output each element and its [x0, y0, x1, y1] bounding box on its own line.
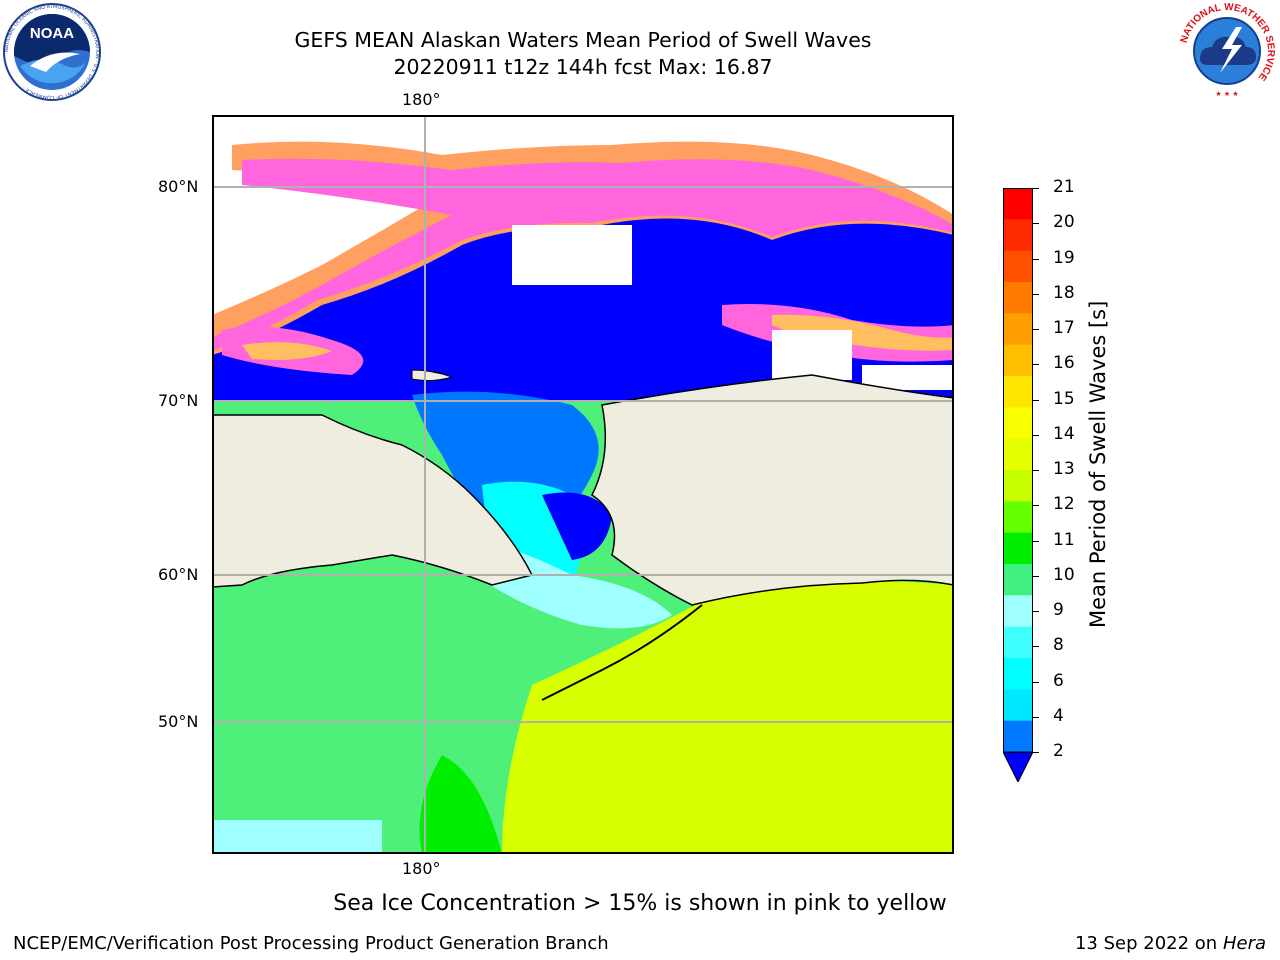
- colorbar-tick-mark: [1033, 258, 1039, 260]
- colorbar-tick-label: 21: [1053, 177, 1075, 197]
- chukotka-land: [211, 414, 534, 588]
- colorbar-tick-mark: [1033, 329, 1039, 330]
- colorbar-tick-mark: [1033, 575, 1039, 577]
- colorbar-tick-mark: [1033, 611, 1039, 612]
- date-text: 13 Sep 2022 on: [1074, 933, 1218, 954]
- colorbar-tick-mark: [1033, 505, 1039, 507]
- colorbar-segment: [1003, 219, 1033, 252]
- colorbar-tick-label: 14: [1053, 423, 1075, 444]
- colorbar-segment: [1003, 250, 1033, 283]
- colorbar-tick-label: 12: [1053, 494, 1075, 515]
- svg-text:★ ★ ★: ★ ★ ★: [1215, 90, 1238, 98]
- machine-name: Hera: [1222, 933, 1266, 954]
- lon-label-top: 180°: [402, 90, 441, 109]
- colorbar-tick-label: 4: [1053, 705, 1064, 726]
- gulf-of-alaska-swell-area: [502, 580, 954, 854]
- nws-logo: NATIONAL WEATHER SERVICE ★ ★ ★: [1176, 1, 1278, 101]
- colorbar-extend-arrow: [1002, 751, 1034, 784]
- lat-label-50: 50°N: [158, 712, 199, 731]
- colorbar-tick-mark: [1033, 716, 1039, 718]
- colorbar-segment: [1003, 188, 1033, 220]
- colorbar-segment: [1003, 532, 1033, 565]
- title-line-2: 20220911 t12z 144h fcst Max: 16.87: [393, 55, 773, 79]
- colorbar-tick-label: 9: [1053, 600, 1064, 620]
- alaska-land: [591, 374, 955, 606]
- colorbar-tick-label: 16: [1053, 353, 1075, 374]
- lat-label-80: 80°N: [158, 177, 199, 196]
- colorbar-segment: [1003, 313, 1033, 346]
- noaa-logo: NOAA NATIONAL OCEANIC AND ATMOSPHERIC AD…: [2, 2, 102, 102]
- colorbar-segment: [1003, 720, 1033, 753]
- sea-ice-caption: Sea Ice Concentration > 15% is shown in …: [333, 891, 947, 916]
- colorbar-segment: [1003, 407, 1033, 440]
- colorbar-segment: [1003, 282, 1033, 314]
- colorbar-tick-label: 2: [1053, 741, 1064, 761]
- colorbar-label: Mean Period of Swell Waves [s]: [1086, 300, 1110, 628]
- colorbar-tick-label: 20: [1053, 212, 1075, 233]
- colorbar-segment: [1003, 595, 1033, 628]
- map-panel: [211, 115, 955, 854]
- colorbar-tick-label: 18: [1053, 282, 1075, 303]
- colorbar-tick-mark: [1033, 681, 1039, 683]
- aleutian-chain: [541, 604, 703, 701]
- colorbar-tick-label: 17: [1053, 318, 1075, 338]
- colorbar-tick-label: 19: [1053, 247, 1075, 268]
- lat-label-70: 70°N: [158, 391, 199, 410]
- title-line-1: GEFS MEAN Alaskan Waters Mean Period of …: [294, 28, 872, 52]
- colorbar-segment: [1003, 689, 1033, 722]
- colorbar-segment: [1003, 564, 1033, 596]
- colorbar-segment: [1003, 626, 1033, 659]
- date-stamp: 13 Sep 2022 on Hera: [1075, 933, 1266, 954]
- credit-line: NCEP/EMC/Verification Post Processing Pr…: [13, 933, 609, 954]
- colorbar-tick-mark: [1033, 646, 1039, 648]
- colorbar-tick-label: 13: [1053, 459, 1075, 479]
- map-svg: [211, 115, 955, 854]
- colorbar-tick-mark: [1033, 293, 1039, 295]
- colorbar-tick-mark: [1033, 540, 1039, 542]
- colorbar-tick-label: 15: [1053, 388, 1075, 409]
- colorbar-segment: [1003, 344, 1033, 377]
- colorbar-segment: [1003, 658, 1033, 690]
- colorbar: [1002, 188, 1034, 784]
- lat-label-60: 60°N: [158, 565, 199, 584]
- colorbar-segment: [1003, 501, 1033, 534]
- colorbar-tick-mark: [1033, 364, 1039, 366]
- colorbar-segment: [1003, 438, 1033, 471]
- colorbar-tick-mark: [1033, 188, 1039, 189]
- colorbar-tick-label: 10: [1053, 564, 1075, 585]
- colorbar-tick-label: 8: [1053, 635, 1064, 656]
- colorbar-tick-mark: [1033, 752, 1039, 753]
- colorbar-segment: [1003, 376, 1033, 408]
- sea-ice-pink-band: [212, 158, 954, 351]
- colorbar-tick-label: 11: [1053, 529, 1075, 550]
- noaa-text: NOAA: [30, 25, 74, 42]
- colorbar-segment: [1003, 470, 1033, 502]
- lon-label-bottom: 180°: [402, 859, 441, 878]
- colorbar-tick-mark: [1033, 399, 1039, 401]
- colorbar-tick-label: 6: [1053, 670, 1064, 691]
- colorbar-tick-mark: [1033, 470, 1039, 471]
- colorbar-ticks: 21 20 19 18 17 16 15 14 13 12 11 10 9 8 6 4 2: [1033, 0, 1100, 960]
- graticule: [212, 115, 954, 854]
- colorbar-tick-mark: [1033, 223, 1039, 225]
- colorbar-tick-mark: [1033, 434, 1039, 436]
